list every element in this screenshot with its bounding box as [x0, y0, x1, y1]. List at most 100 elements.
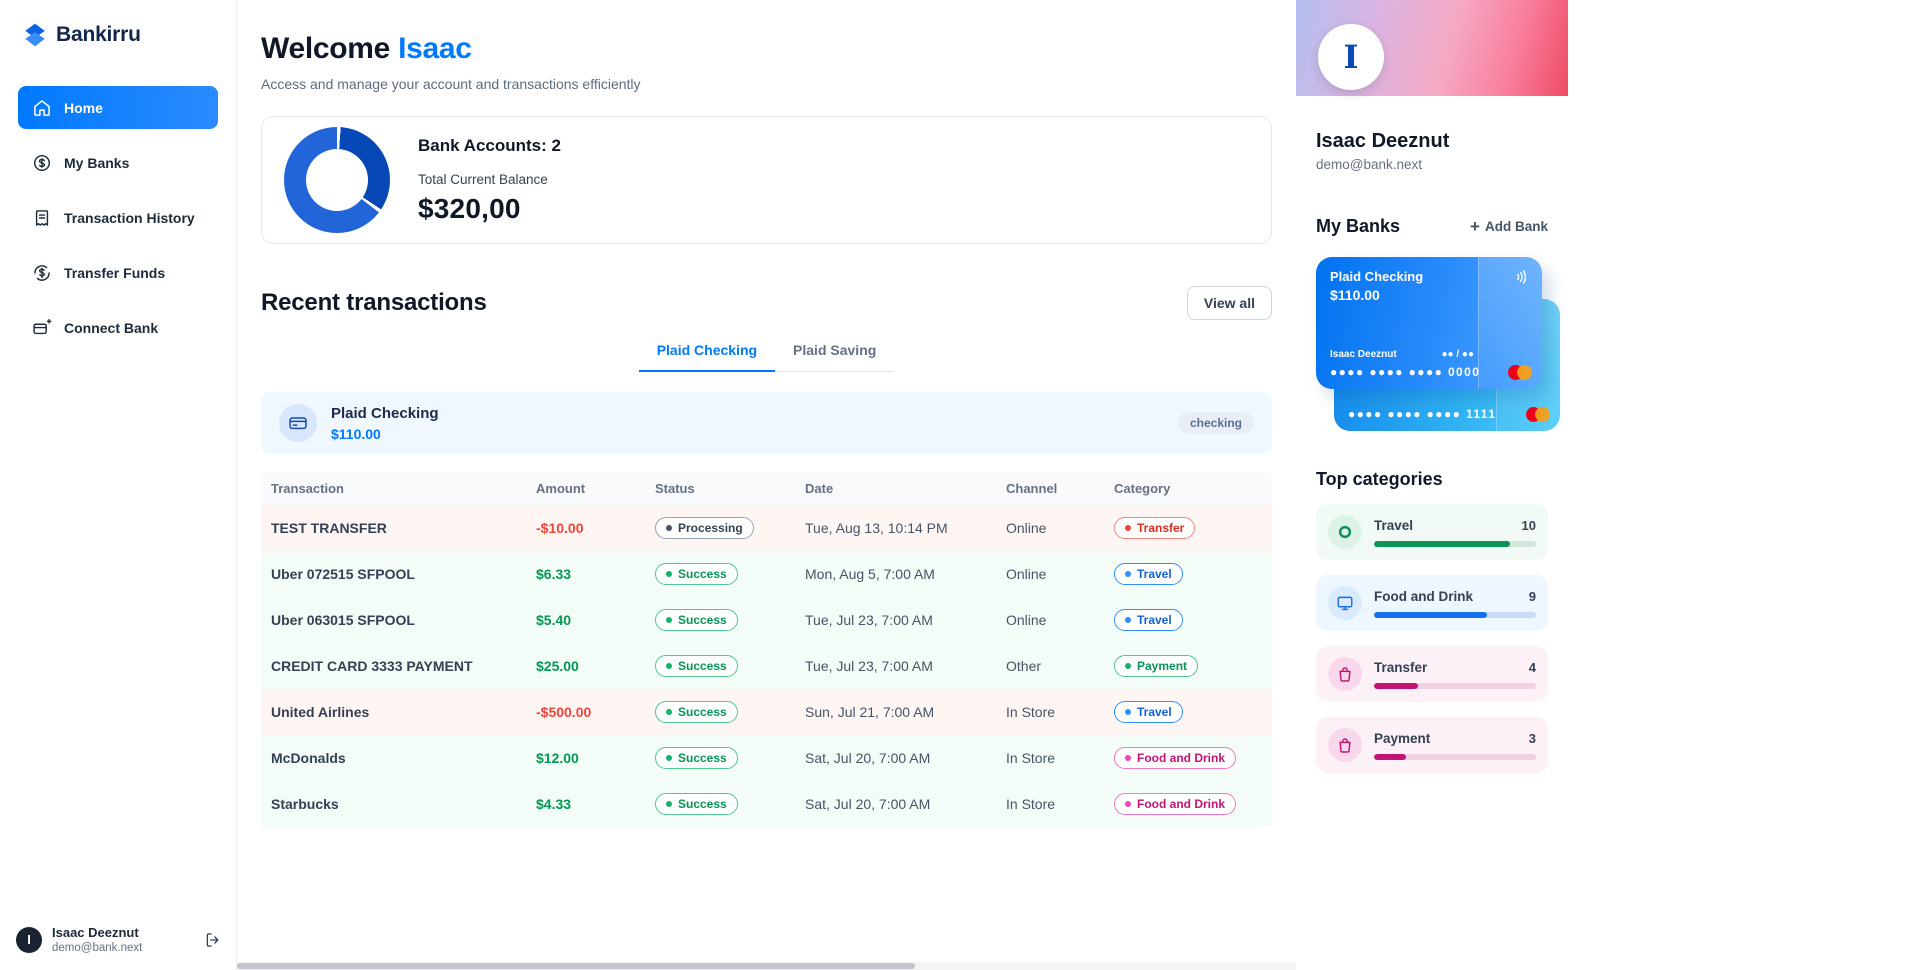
contactless-icon: [1512, 267, 1532, 287]
sidebar-item-label: Transfer Funds: [64, 264, 166, 281]
sidebar-item-home[interactable]: Home: [18, 86, 218, 129]
transaction-status: Processing: [651, 505, 801, 551]
card-details: Isaac Deeznut ●● / ●● ●●●● ●●●● ●●●● 000…: [1330, 349, 1479, 379]
brand-name: Bankirru: [56, 23, 141, 46]
sidebar-item-label: My Banks: [64, 154, 130, 171]
category-label: Travel: [1137, 613, 1172, 627]
category-dot: [1125, 709, 1131, 715]
scrollbar-thumb[interactable]: [237, 963, 915, 969]
transaction-amount: $5.40: [536, 612, 572, 628]
col-header-amount: Amount: [536, 481, 586, 496]
right-gutter: [1568, 0, 1919, 970]
tab-plaid-saving[interactable]: Plaid Saving: [793, 342, 877, 358]
transaction-name: Uber 063015 SFPOOL: [271, 612, 415, 628]
col-header-status: Status: [655, 481, 695, 496]
category-label: Travel: [1374, 517, 1414, 533]
transaction-category: Travel: [1110, 551, 1266, 597]
tab-plaid-checking[interactable]: Plaid Checking: [638, 332, 776, 372]
account-summary-banner[interactable]: Plaid Checking $110.00 checking: [261, 392, 1272, 454]
status-label: Success: [678, 797, 727, 811]
monitor-icon: [1328, 586, 1362, 620]
transaction-channel: Online: [1006, 520, 1047, 536]
category-dot: [1125, 525, 1131, 531]
account-tabs: Plaid Checking Plaid Saving: [261, 332, 1272, 372]
card-expiry: ●● / ●●: [1441, 349, 1475, 360]
table-row[interactable]: McDonalds $12.00 Success Sat, Jul 20, 7:…: [261, 735, 1272, 781]
page-subtitle: Access and manage your account and trans…: [261, 76, 641, 92]
travel-icon: [1328, 515, 1362, 549]
transaction-date: Tue, Jul 23, 7:00 AM: [805, 612, 933, 628]
plus-icon: +: [1470, 217, 1480, 236]
sidebar-user-meta: Isaac Deeznut demo@bank.next: [52, 925, 142, 954]
status-dot: [666, 571, 672, 577]
table-row[interactable]: Starbucks $4.33 Success Sat, Jul 20, 7:0…: [261, 781, 1272, 827]
category-label: Food and Drink: [1374, 588, 1473, 604]
my-banks-header: My Banks + Add Bank: [1316, 216, 1548, 237]
table-row[interactable]: CREDIT CARD 3333 PAYMENT $25.00 Success …: [261, 643, 1272, 689]
category-dot: [1125, 663, 1131, 669]
balance-meta: Bank Accounts: 2 Total Current Balance $…: [418, 136, 561, 225]
transaction-date: Tue, Aug 13, 10:14 PM: [805, 520, 948, 536]
status-label: Success: [678, 659, 727, 673]
top-categories-list: Travel 10 Food and Drink: [1316, 504, 1548, 773]
sidebar-item-label: Connect Bank: [64, 319, 159, 336]
sidebar-item-my-banks[interactable]: My Banks: [18, 141, 218, 184]
top-categories-title: Top categories: [1316, 469, 1443, 489]
transaction-amount: $25.00: [536, 658, 579, 674]
brand-logo[interactable]: Bankirru: [18, 22, 218, 48]
transaction-channel: Other: [1006, 658, 1042, 674]
transaction-category: Payment: [1110, 643, 1266, 689]
table-row[interactable]: Uber 063015 SFPOOL $5.40 Success Tue, Ju…: [261, 597, 1272, 643]
transaction-channel: In Store: [1006, 750, 1056, 766]
table-row[interactable]: Uber 072515 SFPOOL $6.33 Success Mon, Au…: [261, 551, 1272, 597]
card-account-name: Plaid Checking: [1330, 269, 1424, 284]
category-item-transfer[interactable]: Transfer 4: [1316, 646, 1548, 702]
horizontal-scrollbar[interactable]: [237, 962, 1296, 970]
category-progress-track: [1374, 682, 1536, 689]
account-type-badge: checking: [1177, 412, 1254, 434]
transaction-amount: $12.00: [536, 750, 579, 766]
sidebar-item-transfer-funds[interactable]: Transfer Funds: [18, 251, 218, 294]
recent-transactions-header: Recent transactions View all: [261, 286, 1272, 320]
sidebar-item-transaction-history[interactable]: Transaction History: [18, 196, 218, 239]
brand-logo-icon: [25, 23, 45, 47]
status-label: Success: [678, 705, 727, 719]
table-row[interactable]: TEST TRANSFER -$10.00 Processing Tue, Au…: [261, 505, 1272, 551]
category-label: Travel: [1137, 705, 1172, 719]
category-progress-track: [1374, 753, 1536, 760]
greeting-username: Isaac: [398, 32, 472, 65]
balance-donut: [284, 127, 390, 233]
category-count: 10: [1521, 517, 1536, 533]
category-label: Transfer: [1137, 521, 1185, 535]
receipt-icon: [35, 209, 49, 226]
bank-card[interactable]: Plaid Checking $110.00 Isaac Deeznut ●● …: [1316, 257, 1542, 389]
category-item-food-and-drink[interactable]: Food and Drink 9: [1316, 575, 1548, 631]
category-count: 3: [1528, 730, 1536, 746]
shopping-bag-icon: [1328, 728, 1362, 762]
transactions-table: Transaction Amount Status Date Channel C…: [261, 472, 1272, 827]
sidebar-item-label: Home: [64, 99, 103, 116]
table-row[interactable]: United Airlines -$500.00 Success Sun, Ju…: [261, 689, 1272, 735]
logout-button[interactable]: [204, 931, 222, 949]
add-bank-button[interactable]: + Add Bank: [1470, 218, 1548, 235]
col-header-category: Category: [1114, 481, 1171, 496]
transaction-status: Success: [651, 689, 801, 735]
col-header-channel: Channel: [1006, 481, 1058, 496]
transaction-status: Success: [651, 735, 801, 781]
status-dot: [666, 801, 672, 807]
transaction-category: Food and Drink: [1110, 735, 1266, 781]
account-tabs-strip: Plaid Checking Plaid Saving: [638, 332, 895, 372]
sidebar-item-connect-bank[interactable]: Connect Bank: [18, 306, 218, 349]
view-all-button[interactable]: View all: [1186, 286, 1272, 320]
transaction-amount: $6.33: [536, 566, 572, 582]
category-item-travel[interactable]: Travel 10: [1316, 504, 1548, 560]
transaction-date: Sat, Jul 20, 7:00 AM: [805, 796, 931, 812]
category-label: Travel: [1137, 567, 1172, 581]
account-name: Plaid Checking: [331, 404, 439, 422]
bank-accounts-count: Bank Accounts: 2: [418, 135, 561, 155]
account-summary-meta: Plaid Checking $110.00: [331, 405, 439, 442]
sidebar-item-label: Transaction History: [64, 209, 195, 226]
category-label: Payment: [1137, 659, 1188, 673]
category-item-payment[interactable]: Payment 3: [1316, 717, 1548, 773]
transaction-channel: In Store: [1006, 796, 1056, 812]
